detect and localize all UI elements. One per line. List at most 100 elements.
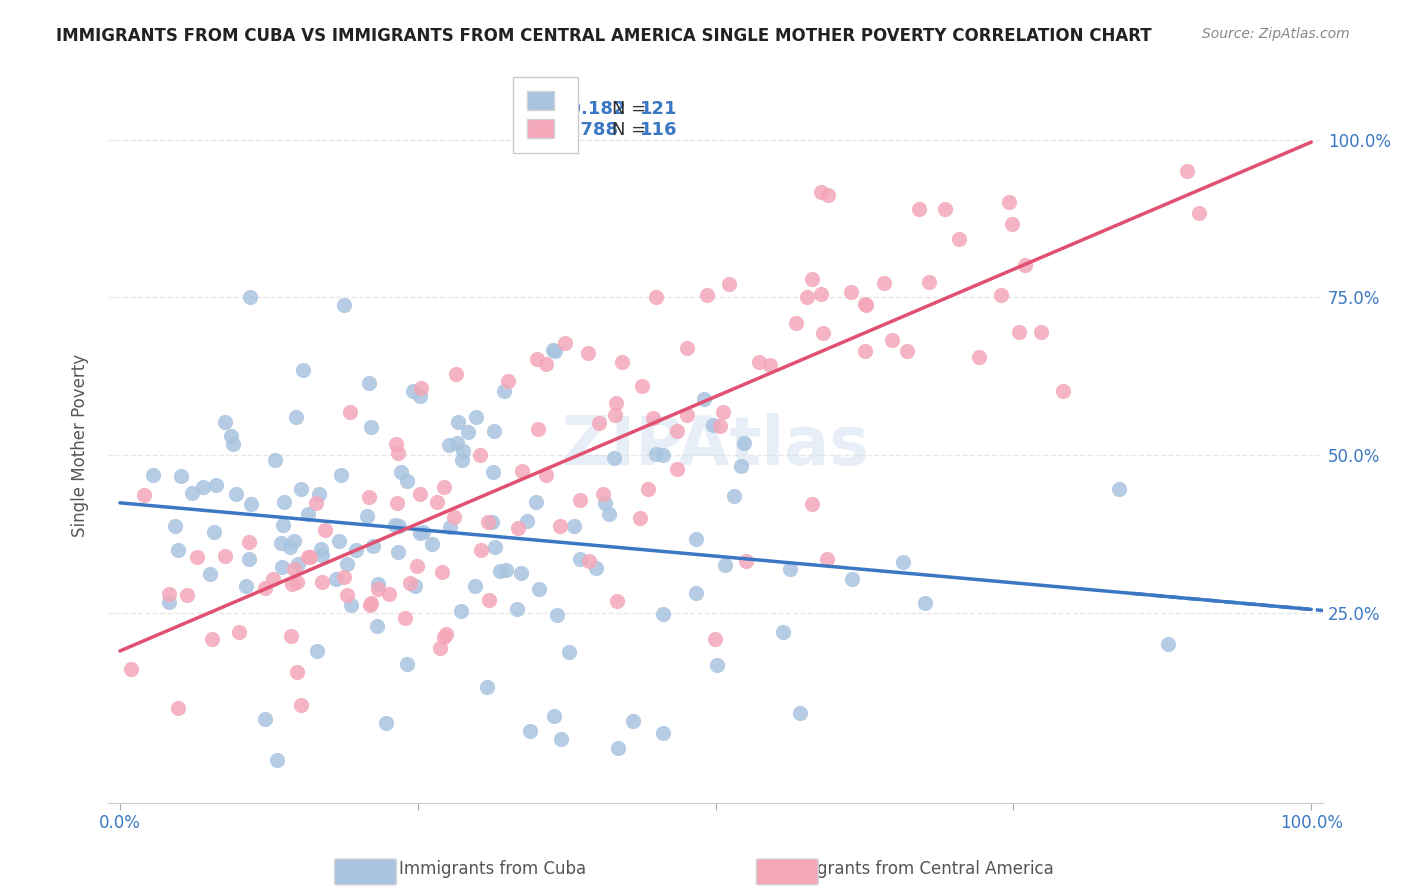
Point (367, 577, 389, 591)
Point (394, 610, 416, 624)
Point (464, 579, 486, 593)
Point (411, 381, 433, 395)
Point (451, 453, 474, 467)
Point (519, 723, 541, 738)
Point (810, 287, 832, 301)
Point (789, 706, 811, 721)
Point (235, 579, 257, 593)
Text: Immigrants from Central America: Immigrants from Central America (775, 860, 1053, 878)
Point (433, 631, 456, 645)
Point (536, 468, 558, 483)
Point (481, 515, 503, 529)
Point (450, 604, 472, 618)
Point (367, 582, 389, 596)
Point (375, 715, 398, 730)
Point (605, 395, 627, 409)
Point (477, 680, 499, 694)
Point (387, 545, 409, 559)
Point (388, 519, 411, 533)
Point (652, 607, 675, 621)
Point (420, 537, 443, 551)
Point (510, 464, 533, 478)
Point (576, 346, 599, 360)
Point (676, 341, 699, 355)
Point (186, 549, 208, 564)
Point (132, 488, 155, 502)
Point (1157, 637, 1180, 651)
Point (527, 422, 550, 436)
Point (550, 732, 572, 747)
Point (709, 419, 731, 434)
Point (603, 451, 626, 466)
Point (409, 389, 432, 403)
Point (730, 458, 752, 473)
Point (193, 480, 215, 494)
Point (287, 557, 309, 571)
Point (544, 343, 567, 358)
Point (157, 587, 180, 601)
Point (1001, 218, 1024, 232)
Point (254, 712, 277, 726)
Legend: , : , (513, 77, 578, 153)
Point (270, 560, 292, 574)
Point (564, 519, 586, 533)
Point (918, 275, 941, 289)
Point (908, 202, 931, 217)
Point (1008, 325, 1031, 339)
Point (176, 589, 198, 603)
Point (759, 359, 782, 373)
Point (603, 408, 626, 422)
Point (550, 519, 572, 533)
Point (628, 510, 651, 524)
Point (631, 378, 654, 392)
Point (478, 592, 501, 607)
Point (339, 405, 361, 419)
Point (357, 376, 380, 391)
Point (796, 290, 818, 304)
Point (529, 582, 551, 597)
Point (297, 508, 319, 522)
Point (853, 297, 876, 311)
Point (360, 596, 382, 610)
Point (578, 554, 600, 568)
Point (398, 576, 420, 591)
Point (330, 467, 353, 482)
Point (167, 543, 190, 558)
Point (482, 465, 505, 479)
Point (202, 525, 225, 540)
Point (568, 492, 591, 507)
Point (997, 195, 1019, 210)
Point (841, 572, 863, 586)
Point (336, 588, 359, 602)
Point (254, 582, 277, 596)
Point (643, 411, 665, 425)
Point (366, 618, 388, 632)
Point (651, 725, 673, 739)
Point (270, 536, 292, 550)
Point (228, 625, 250, 640)
Point (281, 576, 304, 591)
Point (508, 521, 530, 535)
Point (409, 525, 432, 540)
Text: N =: N = (612, 100, 652, 118)
Point (621, 714, 644, 728)
Point (665, 462, 688, 476)
Point (311, 575, 333, 590)
Point (482, 424, 505, 438)
Point (356, 508, 378, 523)
Point (457, 425, 479, 440)
Point (297, 550, 319, 565)
Point (696, 288, 718, 302)
Point (524, 495, 547, 509)
Point (948, 231, 970, 245)
Text: 116: 116 (640, 121, 678, 139)
Point (489, 564, 512, 578)
Point (644, 447, 666, 461)
Text: R =: R = (527, 121, 567, 139)
Point (651, 448, 673, 462)
Point (266, 753, 288, 767)
Point (896, 343, 918, 358)
Point (278, 541, 301, 555)
Point (465, 409, 488, 424)
Point (385, 436, 408, 450)
